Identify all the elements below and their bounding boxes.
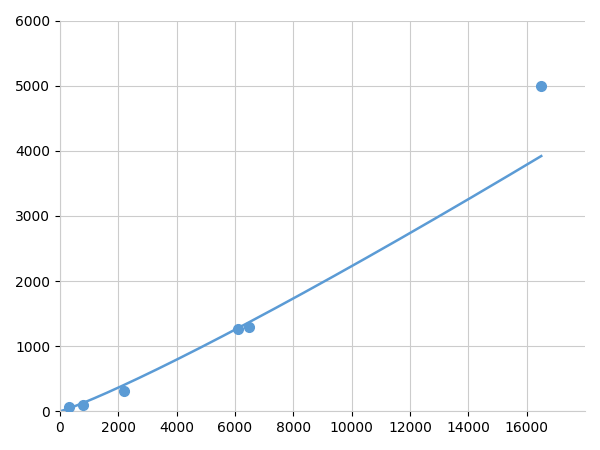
Point (233, 325, 242, 332)
Point (79, 401, 88, 408)
Point (536, 82, 546, 89)
Point (119, 387, 129, 395)
Point (64, 404, 73, 411)
Point (245, 324, 254, 331)
